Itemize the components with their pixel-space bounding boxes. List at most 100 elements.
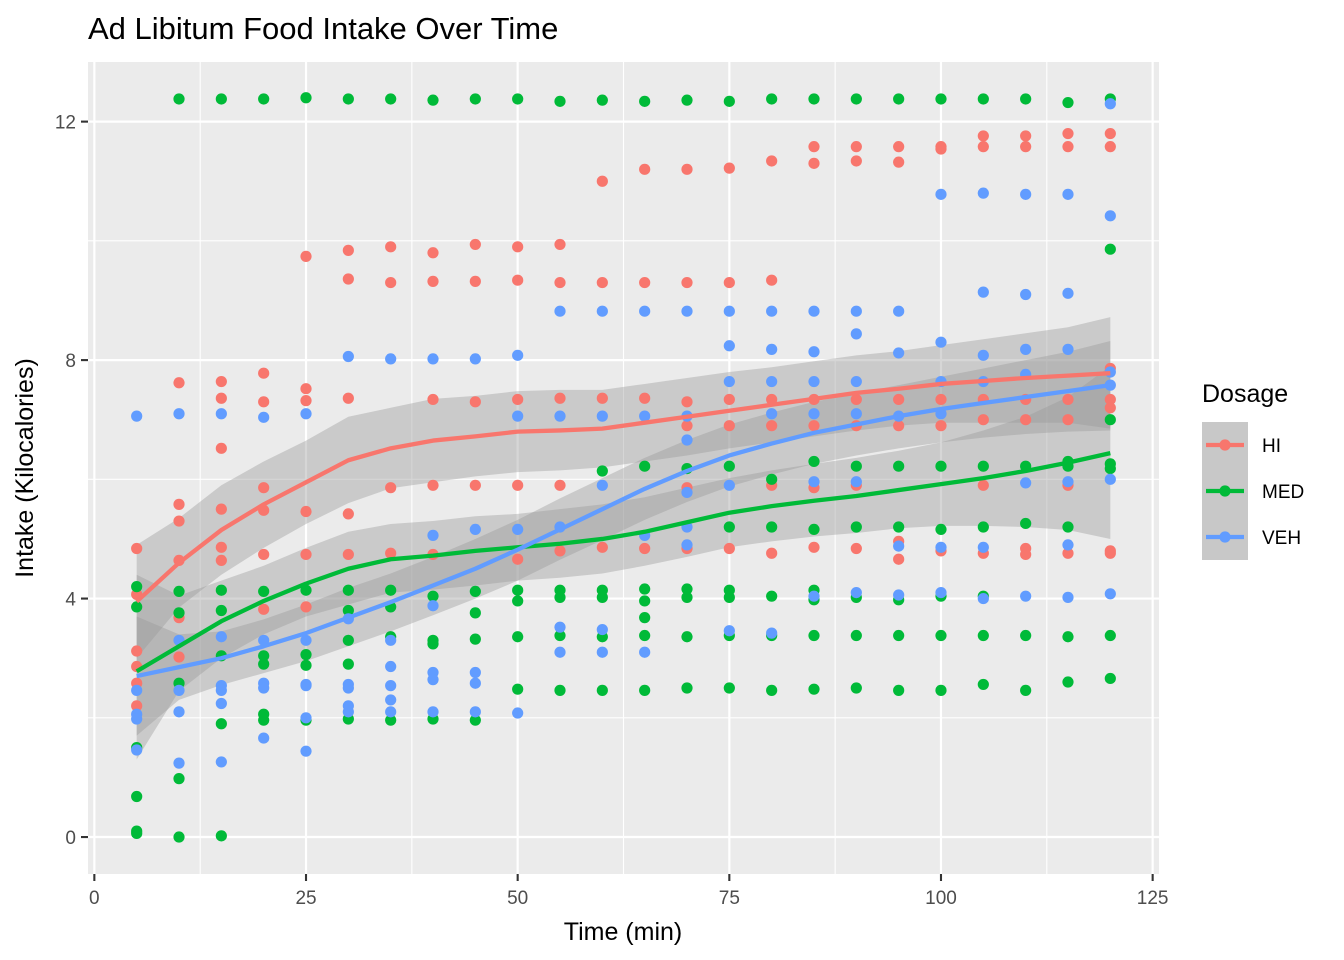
data-point-veh bbox=[342, 682, 354, 694]
data-point-med bbox=[258, 585, 270, 598]
data-point-med bbox=[469, 714, 481, 726]
data-point-med bbox=[173, 831, 185, 843]
data-point-veh bbox=[554, 621, 566, 633]
data-point-veh bbox=[977, 286, 989, 298]
data-point-med bbox=[427, 638, 439, 650]
x-tick-label: 100 bbox=[925, 888, 957, 909]
data-point-hi bbox=[893, 553, 905, 565]
data-point-hi bbox=[512, 479, 524, 491]
data-point-veh bbox=[385, 634, 397, 646]
data-point-hi bbox=[723, 393, 735, 406]
data-point-med bbox=[131, 827, 143, 840]
data-point-hi bbox=[1062, 414, 1074, 426]
data-point-veh bbox=[1104, 210, 1116, 222]
data-point-hi bbox=[596, 392, 608, 404]
data-point-hi bbox=[173, 515, 185, 527]
data-point-hi bbox=[385, 276, 397, 289]
data-point-med bbox=[639, 612, 651, 624]
data-point-med bbox=[850, 521, 862, 533]
data-point-med bbox=[300, 584, 312, 596]
data-point-veh bbox=[385, 694, 397, 706]
y-tick-label: 8 bbox=[65, 351, 76, 372]
data-point-med bbox=[935, 93, 947, 105]
data-point-med bbox=[639, 595, 651, 607]
data-point-veh bbox=[808, 375, 820, 388]
data-point-hi bbox=[850, 542, 862, 555]
data-point-hi bbox=[639, 542, 651, 555]
data-point-hi bbox=[300, 601, 312, 613]
data-point-hi bbox=[1020, 130, 1032, 142]
data-point-hi bbox=[342, 273, 354, 285]
legend-key-point bbox=[1219, 485, 1231, 497]
data-point-veh bbox=[173, 757, 185, 769]
data-point-hi bbox=[300, 383, 312, 395]
data-point-med bbox=[681, 631, 693, 643]
data-point-med bbox=[300, 659, 312, 671]
trend-line-hi bbox=[135, 371, 1111, 604]
data-point-med bbox=[681, 94, 693, 106]
data-point-med bbox=[639, 95, 651, 107]
data-point-veh bbox=[131, 713, 143, 725]
data-point-hi bbox=[893, 393, 905, 406]
x-tick-label: 50 bbox=[507, 888, 528, 909]
trend-lines bbox=[135, 371, 1111, 679]
data-point-hi bbox=[766, 155, 778, 167]
confidence-band-hi bbox=[136, 317, 1111, 659]
data-point-veh bbox=[850, 587, 862, 599]
data-point-veh bbox=[1062, 476, 1074, 488]
data-point-veh bbox=[215, 408, 227, 420]
data-point-med bbox=[173, 93, 185, 105]
data-point-med bbox=[469, 585, 481, 598]
x-axis-title: Time (min) bbox=[564, 918, 683, 946]
data-point-veh bbox=[935, 541, 947, 553]
chart-title: Ad Libitum Food Intake Over Time bbox=[88, 11, 558, 46]
data-point-veh bbox=[596, 646, 608, 658]
data-point-med bbox=[808, 523, 820, 536]
data-point-hi bbox=[977, 479, 989, 491]
data-point-med bbox=[512, 93, 524, 105]
data-point-med bbox=[977, 460, 989, 472]
data-point-veh bbox=[681, 305, 693, 317]
data-point-hi bbox=[893, 420, 905, 432]
data-point-hi bbox=[808, 541, 820, 553]
data-point-med bbox=[766, 93, 778, 105]
data-point-hi bbox=[258, 482, 270, 494]
data-point-veh bbox=[173, 706, 185, 718]
data-point-veh bbox=[512, 707, 524, 719]
data-point-med bbox=[935, 629, 947, 642]
data-point-med bbox=[131, 790, 143, 803]
y-tick-label: 12 bbox=[55, 113, 76, 134]
data-point-veh bbox=[723, 625, 735, 637]
data-point-veh bbox=[766, 627, 778, 639]
data-point-med bbox=[342, 604, 354, 617]
data-point-med bbox=[723, 521, 735, 533]
data-point-med bbox=[808, 629, 820, 642]
data-point-hi bbox=[1062, 547, 1074, 559]
data-point-hi bbox=[342, 244, 354, 256]
data-point-med bbox=[893, 93, 905, 105]
data-point-med bbox=[1020, 93, 1032, 105]
data-point-hi bbox=[723, 542, 735, 555]
data-point-veh bbox=[850, 305, 862, 317]
data-point-med bbox=[893, 521, 905, 533]
data-point-veh bbox=[385, 706, 397, 718]
legend-key-hi: HI bbox=[1202, 422, 1281, 468]
data-point-med bbox=[639, 460, 651, 472]
data-point-hi bbox=[766, 274, 778, 286]
data-point-med bbox=[850, 682, 862, 694]
data-point-hi bbox=[1104, 547, 1116, 559]
data-point-med bbox=[596, 94, 608, 106]
data-point-veh bbox=[215, 756, 227, 768]
data-point-hi bbox=[554, 276, 566, 289]
data-point-hi bbox=[385, 241, 397, 253]
data-point-hi bbox=[935, 420, 947, 432]
data-point-veh bbox=[723, 479, 735, 491]
data-point-veh bbox=[342, 706, 354, 718]
data-point-med bbox=[1104, 672, 1116, 685]
data-point-hi bbox=[596, 541, 608, 553]
data-point-hi bbox=[1020, 548, 1032, 561]
data-point-hi bbox=[554, 479, 566, 491]
confidence-bands bbox=[136, 317, 1111, 760]
data-point-veh bbox=[808, 476, 820, 488]
data-point-veh bbox=[1104, 98, 1116, 110]
